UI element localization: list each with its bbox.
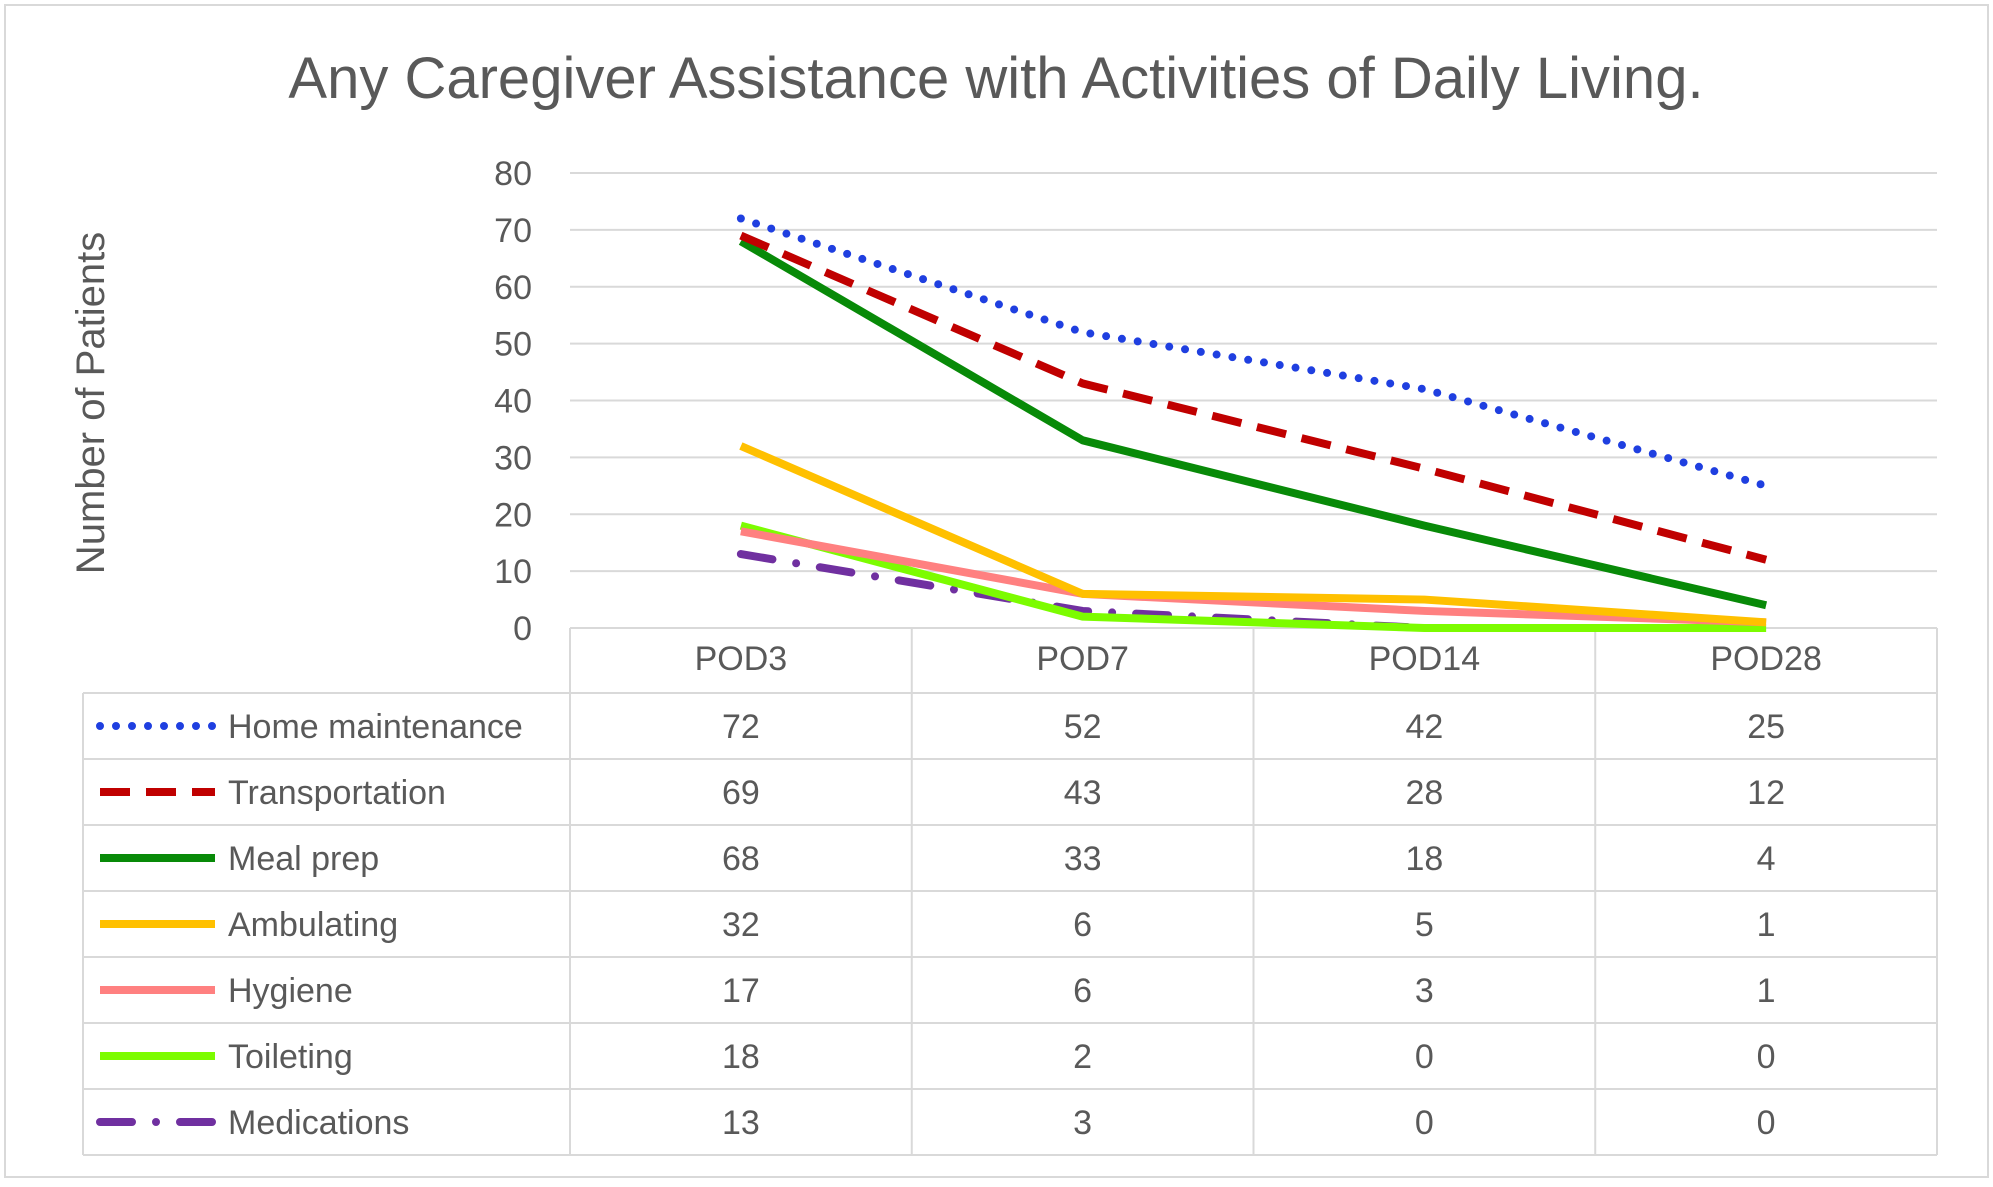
table-cell-value: 13 [722, 1104, 760, 1142]
table-cell-value: 18 [1405, 840, 1443, 878]
series-lines [736, 214, 1771, 632]
y-tick-label: 10 [494, 553, 532, 591]
series-line [739, 442, 1767, 627]
x-category-label: POD7 [1036, 640, 1129, 678]
legend-label: Medications [228, 1104, 409, 1142]
y-tick-label: 80 [494, 155, 532, 193]
table-cell-value: 25 [1747, 708, 1785, 746]
y-tick-label: 0 [513, 610, 532, 648]
table-cell-value: 3 [1073, 1104, 1092, 1142]
table-cell-value: 1 [1757, 906, 1776, 944]
x-category-label: POD3 [695, 640, 788, 678]
table-cell-value: 18 [722, 1038, 760, 1076]
series-line [738, 237, 1768, 610]
x-category-label: POD14 [1369, 640, 1481, 678]
table-cell-value: 17 [722, 972, 760, 1010]
table-cell-value: 6 [1073, 906, 1092, 944]
table-cell-value: 4 [1757, 840, 1776, 878]
table-cell-value: 69 [722, 774, 760, 812]
table-cell-value: 32 [722, 906, 760, 944]
table-cell-value: 6 [1073, 972, 1092, 1010]
legend-label: Ambulating [228, 906, 398, 944]
legend-label: Meal prep [228, 840, 379, 878]
table-cell-value: 68 [722, 840, 760, 878]
y-tick-label: 60 [494, 269, 532, 307]
table-cell-value: 0 [1757, 1104, 1776, 1142]
table-cell-value: 12 [1747, 774, 1785, 812]
y-axis-title: Number of Patients [69, 232, 113, 574]
y-tick-label: 50 [494, 326, 532, 364]
table-cell-value: 72 [722, 708, 760, 746]
x-category-label: POD28 [1710, 640, 1822, 678]
table-cell-value: 0 [1415, 1104, 1434, 1142]
table-cell-value: 28 [1405, 774, 1443, 812]
series-line [739, 231, 1768, 564]
y-tick-label: 30 [494, 439, 532, 477]
table-cell-value: 0 [1757, 1038, 1776, 1076]
legend-label: Transportation [228, 774, 446, 812]
y-tick-label: 20 [494, 496, 532, 534]
table-cell-value: 42 [1405, 708, 1443, 746]
table-cell-value: 5 [1415, 906, 1434, 944]
table-cell-value: 33 [1064, 840, 1102, 878]
table-cell-value: 52 [1064, 708, 1102, 746]
legend-label: Hygiene [228, 972, 353, 1010]
table-cell-value: 2 [1073, 1038, 1092, 1076]
y-axis-tick-labels: 0 10 20 30 40 50 60 70 80 [494, 155, 532, 648]
y-tick-label: 40 [494, 383, 532, 421]
legend-label: Toileting [228, 1038, 353, 1076]
table-cell-value: 0 [1415, 1038, 1434, 1076]
series-line [739, 521, 1767, 632]
table-cell-value: 3 [1415, 972, 1434, 1010]
series-line [740, 527, 1767, 627]
chart-title: Any Caregiver Assistance with Activities… [288, 46, 1703, 111]
table-cell-value: 1 [1757, 972, 1776, 1010]
y-tick-label: 70 [494, 212, 532, 250]
legend-label: Home maintenance [228, 708, 523, 746]
table-cell-value: 43 [1064, 774, 1102, 812]
